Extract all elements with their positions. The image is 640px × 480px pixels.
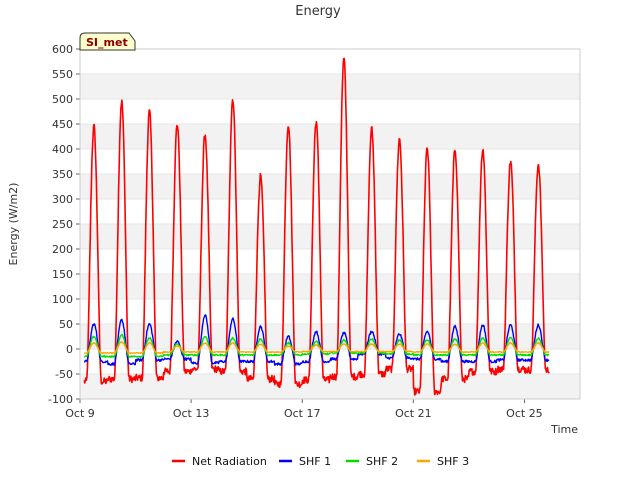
y-tick-label: -50 bbox=[55, 368, 73, 381]
grid-band bbox=[80, 224, 580, 249]
grid-band bbox=[80, 274, 580, 299]
y-tick-label: 50 bbox=[59, 318, 73, 331]
legend: Net Radiation SHF 1 SHF 2 SHF 3 bbox=[172, 455, 469, 468]
y-tick-label: 600 bbox=[52, 43, 73, 56]
y-tick-label: 550 bbox=[52, 68, 73, 81]
x-axis: Oct 9 Oct 13 Oct 17 Oct 21 Oct 25 bbox=[65, 399, 543, 420]
y-tick-label: -100 bbox=[48, 393, 73, 406]
grid-band bbox=[80, 124, 580, 149]
plot-area bbox=[83, 57, 550, 396]
series-line-shf-3 bbox=[83, 341, 550, 355]
grid-band bbox=[80, 74, 580, 99]
legend-label: SHF 1 bbox=[299, 455, 331, 468]
x-tick-label: Oct 9 bbox=[65, 407, 95, 420]
legend-label: Net Radiation bbox=[192, 455, 267, 468]
series-line-shf-1 bbox=[83, 314, 550, 366]
series-line-shf-2 bbox=[83, 333, 550, 358]
y-tick-label: 0 bbox=[66, 343, 73, 356]
legend-label: SHF 3 bbox=[437, 455, 469, 468]
plot-frame bbox=[79, 48, 581, 400]
y-tick-label: 300 bbox=[52, 193, 73, 206]
y-tick-label: 200 bbox=[52, 243, 73, 256]
site-badge-label: SI_met bbox=[86, 36, 128, 49]
y-axis: -100 -50 0 50 100 150 200 250 300 350 400 450 500 550… bbox=[48, 43, 80, 406]
x-tick-label: Oct 25 bbox=[506, 407, 543, 420]
site-badge: SI_met bbox=[79, 32, 136, 51]
y-tick-label: 450 bbox=[52, 118, 73, 131]
x-axis-label: Time bbox=[550, 423, 578, 436]
legend-label: SHF 2 bbox=[366, 455, 398, 468]
x-tick-label: Oct 21 bbox=[395, 407, 432, 420]
y-tick-label: 250 bbox=[52, 218, 73, 231]
y-tick-label: 350 bbox=[52, 168, 73, 181]
y-tick-label: 500 bbox=[52, 93, 73, 106]
x-tick-label: Oct 17 bbox=[284, 407, 321, 420]
y-tick-label: 100 bbox=[52, 293, 73, 306]
y-tick-label: 400 bbox=[52, 143, 73, 156]
y-tick-label: 150 bbox=[52, 268, 73, 281]
x-tick-label: Oct 13 bbox=[173, 407, 210, 420]
grid-bands bbox=[80, 74, 580, 399]
y-axis-label: Energy (W/m2) bbox=[7, 183, 20, 266]
series-line-net-radiation bbox=[83, 57, 550, 396]
chart-title: Energy bbox=[295, 4, 341, 19]
grid-band bbox=[80, 324, 580, 349]
grid-band bbox=[80, 174, 580, 199]
